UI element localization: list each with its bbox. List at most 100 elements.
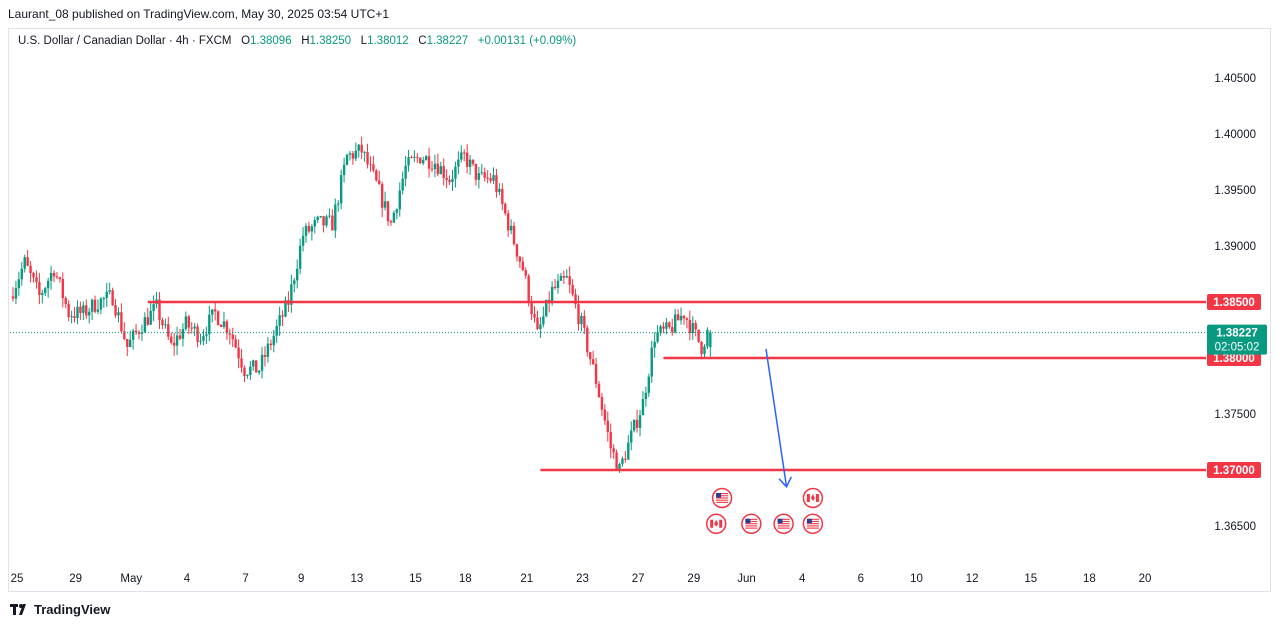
candle-body [533, 314, 536, 318]
candle-body [23, 257, 26, 269]
publish-attribution: Laurant_08 published on TradingView.com,… [8, 7, 390, 21]
candle-body [87, 311, 91, 316]
tradingview-brand: TradingView [34, 602, 111, 617]
x-tick-label: 25 [11, 573, 24, 585]
us-event-flag-icon[interactable] [711, 487, 733, 509]
current-price-tag [1207, 324, 1267, 355]
candle-body [457, 159, 460, 167]
candle-body [319, 216, 322, 218]
candle-body [187, 316, 190, 328]
x-tick-label: 6 [858, 573, 864, 585]
candle-body [550, 286, 554, 304]
candle-body [14, 288, 18, 299]
candle-body [591, 359, 595, 365]
high-value: 1.38250 [309, 35, 352, 47]
candle-body [609, 431, 612, 449]
candle-body [568, 276, 571, 285]
x-tick-label: 4 [184, 573, 191, 585]
tradingview-logo-icon [10, 603, 26, 615]
ca-event-flag-icon[interactable] [705, 513, 727, 535]
candle-body [290, 284, 293, 305]
candle-body [577, 304, 580, 324]
candle-body [354, 150, 358, 159]
candle-body [483, 172, 486, 178]
x-tick-label: 18 [1083, 573, 1096, 585]
candle-body [228, 333, 232, 335]
candle-body [545, 299, 548, 317]
candle-body [93, 299, 97, 312]
candle-body [64, 298, 67, 304]
candle-body [240, 358, 243, 368]
candle-body [260, 354, 264, 371]
candle-body [213, 309, 217, 312]
level-price-tag [1207, 294, 1261, 310]
candle-body [334, 204, 337, 231]
candle-body [486, 177, 489, 179]
us-event-flag-icon[interactable] [741, 513, 762, 535]
x-tick-label: 21 [520, 573, 533, 585]
candle-body [504, 203, 507, 214]
us-event-flag-icon[interactable] [773, 513, 794, 535]
x-tick-label: 29 [687, 573, 700, 585]
candle-body [448, 179, 451, 183]
candle-body [313, 220, 316, 227]
level-price-label: 1.37000 [1213, 465, 1255, 477]
candle-body [392, 212, 396, 223]
candle-body [671, 327, 674, 333]
candle-body [211, 309, 214, 315]
candle-body [665, 322, 668, 329]
ca-event-flag-icon[interactable] [802, 487, 824, 509]
candle-body [114, 305, 117, 316]
candle-body [70, 316, 73, 318]
y-tick-label: 1.37500 [1214, 409, 1256, 421]
x-tick-label: 10 [910, 573, 923, 585]
candle-body [52, 272, 56, 277]
candle-body [451, 178, 454, 183]
candle-body [436, 163, 440, 175]
candle-body [120, 312, 123, 332]
candle-body [41, 293, 44, 296]
candle-body [679, 315, 683, 321]
us-event-flag-icon[interactable] [802, 513, 824, 535]
level-price-tag [1207, 462, 1261, 478]
candle-body [383, 201, 387, 208]
candle-body [662, 326, 665, 329]
candle-body [427, 156, 431, 169]
candle-body [703, 346, 706, 355]
candle-body [597, 383, 601, 398]
candle-body [126, 338, 129, 347]
y-tick-label: 1.36500 [1214, 521, 1256, 533]
candle-body [208, 314, 211, 335]
x-tick-label: 9 [298, 573, 304, 585]
candle-body [638, 415, 642, 428]
candle-body [278, 315, 281, 326]
candle-body [275, 325, 278, 336]
candle-body [190, 327, 193, 329]
y-tick-label: 1.39500 [1214, 185, 1256, 197]
candle-body [422, 160, 425, 164]
candle-body [539, 324, 542, 330]
candle-body [463, 152, 466, 154]
candle-body [624, 458, 627, 460]
candle-body [44, 288, 47, 294]
candle-body [178, 335, 182, 339]
candle-body [709, 332, 712, 348]
candle-body [85, 305, 88, 316]
high-label: H [301, 35, 310, 47]
candle-body [512, 225, 516, 245]
candle-body [627, 442, 630, 460]
tradingview-logo[interactable]: TradingView [10, 602, 110, 617]
close-label: C [418, 35, 427, 47]
candle-body [445, 177, 448, 180]
x-tick-label: Jun [737, 573, 756, 585]
candle-body [498, 188, 501, 193]
candle-body [304, 225, 308, 236]
candle-body [237, 347, 240, 359]
y-tick-label: 1.40500 [1214, 73, 1256, 85]
candle-body [530, 302, 533, 315]
candle-body [474, 163, 478, 180]
candle-body [73, 316, 76, 318]
candle-body [293, 280, 296, 285]
candle-body [515, 244, 519, 257]
